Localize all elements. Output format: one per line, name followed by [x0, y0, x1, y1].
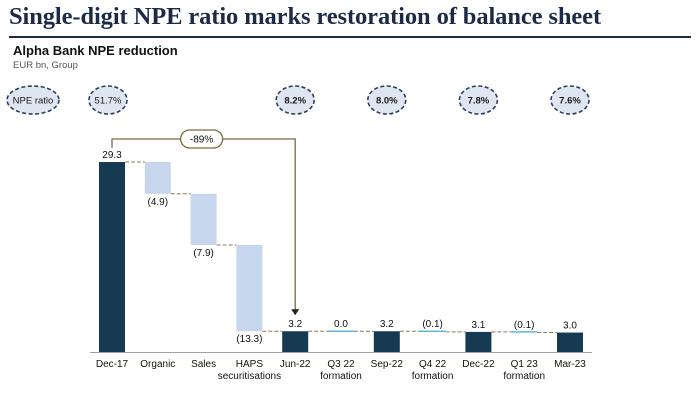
- tick-label-10: Mar-23: [554, 359, 586, 370]
- npe-ratio-label-2: 8.2%: [284, 96, 306, 107]
- value-label-2: (7.9): [193, 248, 214, 259]
- bar-9: [511, 331, 538, 333]
- value-label-7: (0.1): [422, 319, 443, 330]
- reduction-label: -89%: [190, 135, 213, 146]
- bar-6: [373, 331, 400, 352]
- value-label-3: (13.3): [236, 334, 262, 345]
- tick-label-8: Dec-22: [462, 359, 495, 370]
- bar-8: [465, 331, 492, 352]
- tick-label-3: HAPS securitisations: [218, 359, 281, 382]
- value-label-4: 3.2: [288, 319, 302, 330]
- npe-ratio-badge-3: [366, 85, 407, 115]
- tick-label-6: Sep-22: [371, 359, 404, 370]
- tick-label-2: Sales: [191, 359, 216, 370]
- value-label-6: 3.2: [380, 319, 394, 330]
- npe-ratio-badge-4: [458, 85, 499, 115]
- tick-label-4: Jun-22: [280, 359, 311, 370]
- value-label-10: 3.0: [563, 321, 577, 332]
- bar-7: [419, 330, 446, 332]
- npe-ratio-badge-2: [275, 85, 316, 115]
- chart-title: Alpha Bank NPE reduction: [13, 43, 178, 58]
- chart-subtitle: EUR bn, Group: [13, 60, 78, 71]
- bar-1: [144, 162, 171, 194]
- value-label-0: 29.3: [102, 150, 122, 161]
- tick-label-7: Q4 22 formation: [412, 359, 454, 382]
- tick-label-1: Organic: [140, 359, 175, 370]
- value-label-5: 0.0: [334, 319, 348, 330]
- reduction-arrowhead: [291, 309, 300, 316]
- bar-5: [328, 330, 354, 332]
- value-label-8: 3.1: [471, 320, 485, 331]
- reduction-pill: [179, 129, 224, 149]
- npe-ratio-label-4: 7.8%: [468, 96, 490, 107]
- value-label-9: (0.1): [514, 320, 535, 331]
- value-label-1: (4.9): [148, 197, 169, 208]
- npe-ratio-badge-5: [550, 85, 590, 115]
- bar-2: [190, 193, 217, 246]
- tick-label-0: Dec-17: [96, 359, 129, 370]
- bar-3: [236, 245, 263, 332]
- tick-label-5: Q3 22 formation: [320, 359, 362, 382]
- npe-ratio-label-1: 51.7%: [95, 96, 122, 107]
- bar-0: [99, 162, 125, 352]
- bar-10: [557, 332, 583, 352]
- npe-ratio-badge-0: [6, 85, 60, 115]
- npe-ratio-label-3: 8.0%: [376, 96, 398, 107]
- npe-ratio-label-5: 7.6%: [559, 96, 581, 107]
- bar-4: [282, 331, 309, 352]
- title-divider: [9, 36, 691, 38]
- tick-label-9: Q1 23 formation: [503, 359, 545, 382]
- slide-title: Single-digit NPE ratio marks restoration…: [9, 3, 602, 30]
- npe-ratio-badge-1: [88, 85, 128, 115]
- npe-ratio-label-0: NPE ratio: [13, 96, 54, 107]
